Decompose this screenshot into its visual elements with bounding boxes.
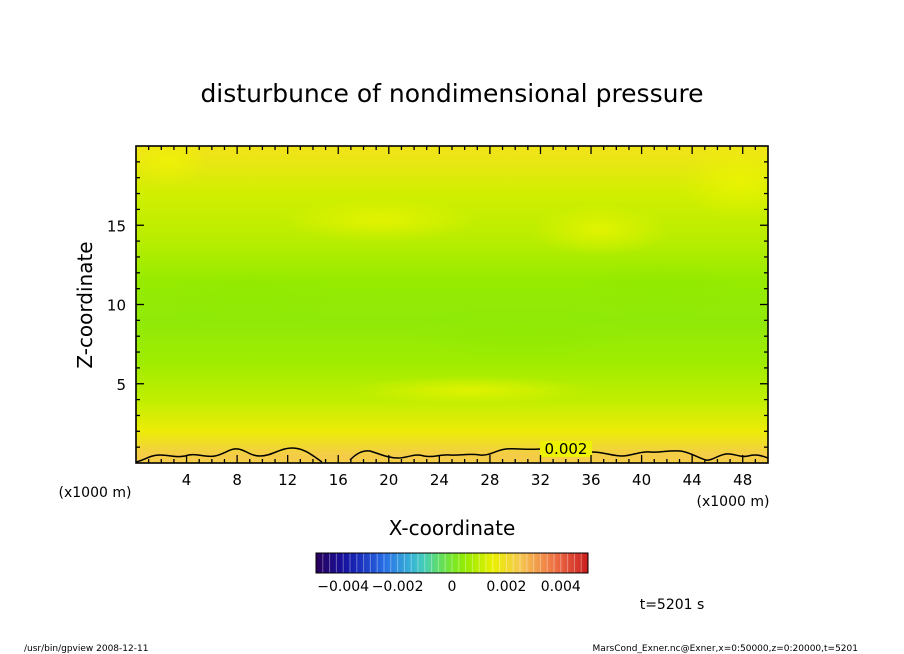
x-tick-label: 44: [683, 471, 702, 489]
x-tick-label: 40: [632, 471, 651, 489]
field-patch: [136, 146, 208, 186]
footer-left: /usr/bin/gpview 2008-12-11: [24, 644, 148, 654]
y-tick-label: 10: [107, 297, 126, 315]
contour-line: [136, 447, 768, 463]
colorbar-tick-label: −0.002: [372, 579, 424, 595]
x-unit-right: (x1000 m): [697, 494, 770, 510]
footer-right: MarsCond_Exner.nc@Exner,x=0:50000,z=0:20…: [593, 644, 858, 654]
x-tick-label: 8: [232, 471, 242, 489]
y-tick-labels: 5 10 15: [107, 217, 126, 394]
x-tick-label: 4: [182, 471, 192, 489]
colorbar-tick-label: −0.004: [317, 579, 369, 595]
contour-label-bg: [540, 441, 592, 457]
field-patch: [530, 204, 670, 256]
field-patch: [680, 146, 768, 220]
colorbar-tick-label: 0.002: [486, 579, 526, 595]
colorbar-tick-label: 0: [448, 579, 457, 595]
x-tick-labels: 4 8 12 16 20 24 28 32 36 40 44 48: [182, 471, 752, 489]
contour-label: 0.002: [545, 440, 588, 458]
field-patch: [580, 260, 740, 320]
colorbar-strip: [316, 553, 588, 573]
field-patch: [410, 302, 630, 358]
plot-area: [136, 146, 768, 463]
x-tick-label: 36: [581, 471, 600, 489]
x-tick-label: 16: [329, 471, 348, 489]
time-label: t=5201 s: [640, 597, 705, 613]
x-tick-label: 48: [733, 471, 752, 489]
y-axis-label: Z-coordinate: [73, 241, 97, 368]
field-patch: [350, 376, 590, 404]
y-axis-ticks: [136, 161, 768, 448]
colorbar-tick-labels: −0.004 −0.002 0 0.002 0.004: [317, 579, 581, 595]
x-unit-left: (x1000 m): [59, 485, 132, 501]
x-axis-ticks: [147, 146, 757, 463]
colorbar-frame: [315, 552, 589, 574]
field-patch: [160, 270, 340, 330]
x-tick-label: 20: [379, 471, 398, 489]
field-patch: [280, 198, 480, 242]
x-tick-label: 28: [480, 471, 499, 489]
colorbar-tick-label: 0.004: [541, 579, 581, 595]
x-tick-label: 24: [430, 471, 449, 489]
x-tick-label: 12: [278, 471, 297, 489]
colorbar: −0.004 −0.002 0 0.002 0.004: [315, 552, 589, 595]
x-tick-label: 32: [531, 471, 550, 489]
y-tick-label: 5: [116, 376, 126, 394]
y-tick-label: 15: [107, 217, 126, 235]
x-axis-label: X-coordinate: [389, 516, 516, 540]
chart-title: disturbunce of nondimensional pressure: [200, 79, 703, 108]
colorbar-stripes: [322, 553, 582, 573]
